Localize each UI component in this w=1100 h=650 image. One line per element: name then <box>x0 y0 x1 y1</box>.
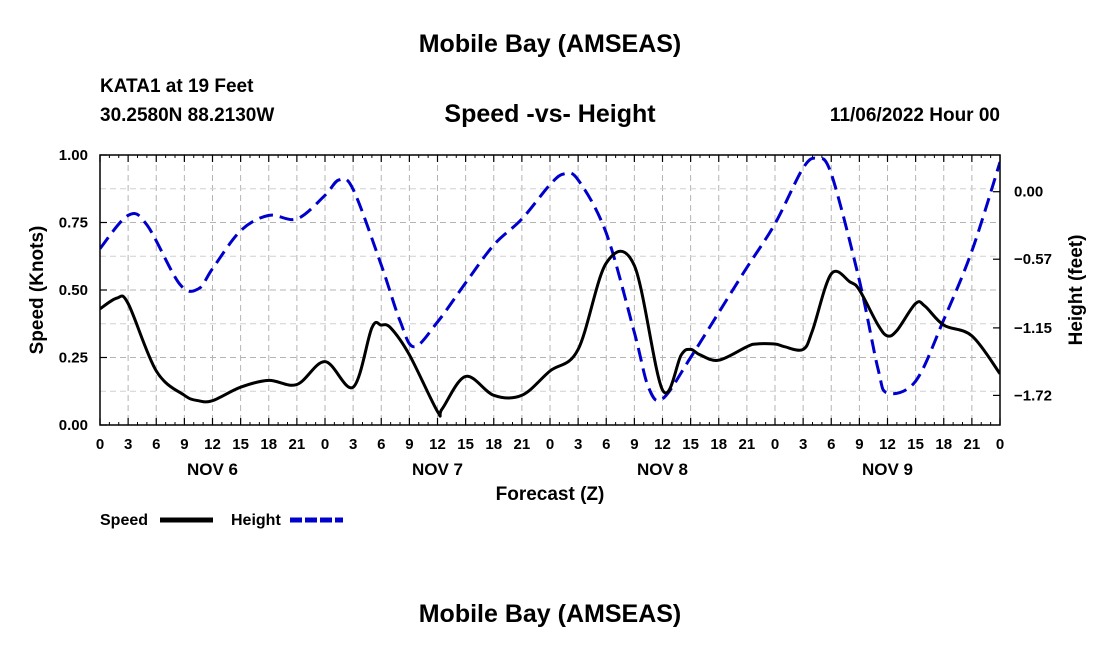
day-label: NOV 8 <box>637 460 688 479</box>
x-tick-label: 18 <box>935 436 952 453</box>
x-tick-label: 12 <box>654 436 671 453</box>
x-tick-label: 0 <box>96 436 104 453</box>
y-tick-label: 1.00 <box>59 147 88 164</box>
x-tick-label: 0 <box>546 436 554 453</box>
forecast-datetime: 11/06/2022 Hour 00 <box>829 105 1000 126</box>
x-tick-label: 3 <box>124 436 132 453</box>
coordinates-label: 30.2580N 88.2130W <box>100 105 275 126</box>
y2-tick-label: −1.15 <box>1014 320 1052 337</box>
y2-axis-title: Height (feet) <box>1066 235 1087 346</box>
x-tick-label: 12 <box>204 436 221 453</box>
plot-frame <box>99 154 1001 426</box>
x-tick-label: 18 <box>260 436 277 453</box>
x-tick-label: 6 <box>602 436 610 453</box>
x-tick-label: 18 <box>485 436 502 453</box>
x-tick-label: 21 <box>739 436 756 453</box>
axis-labels: 0 3 6 9 12 15 18 21 0 3 6 9 12 15 18 21 0 3 6 9 12 15 18 21 0 3 6 9… <box>27 147 1087 505</box>
x-tick-label: 3 <box>799 436 807 453</box>
x-tick-label: 6 <box>377 436 385 453</box>
y-tick-label: 0.75 <box>59 215 88 232</box>
y2-tick-label: 0.00 <box>1014 184 1043 201</box>
x-tick-label: 15 <box>457 436 474 453</box>
legend-height-label: Height <box>231 512 281 529</box>
day-label: NOV 7 <box>412 460 463 479</box>
x-tick-label: 15 <box>682 436 699 453</box>
y-tick-label: 0.50 <box>59 282 88 299</box>
x-tick-label: 21 <box>289 436 306 453</box>
legend-speed-label: Speed <box>100 512 148 529</box>
y-axis-title: Speed (Knots) <box>27 226 48 355</box>
x-tick-label: 3 <box>574 436 582 453</box>
y2-tick-label: −1.72 <box>1014 387 1052 404</box>
x-tick-label: 0 <box>996 436 1004 453</box>
y-tick-label: 0.25 <box>59 350 88 367</box>
page-title: Mobile Bay (AMSEAS) <box>418 30 682 58</box>
x-tick-label: 9 <box>405 436 413 453</box>
speed-series-line <box>100 249 1000 418</box>
x-tick-label: 18 <box>710 436 727 453</box>
x-tick-label: 15 <box>907 436 924 453</box>
y-tick-label: 0.00 <box>59 417 88 434</box>
x-tick-label: 6 <box>152 436 160 453</box>
x-tick-label: 0 <box>321 436 329 453</box>
day-label: NOV 9 <box>862 460 913 479</box>
x-tick-label: 9 <box>180 436 188 453</box>
x-tick-label: 21 <box>514 436 531 453</box>
x-tick-label: 12 <box>429 436 446 453</box>
x-tick-label: 15 <box>232 436 249 453</box>
legend: Speed Height <box>100 512 343 529</box>
height-series-line <box>100 156 1000 403</box>
x-tick-label: 3 <box>349 436 357 453</box>
chart-title: Speed -vs- Height <box>444 100 656 128</box>
x-tick-label: 12 <box>879 436 896 453</box>
grid <box>100 155 1000 425</box>
x-tick-label: 21 <box>964 436 981 453</box>
day-label: NOV 6 <box>187 460 238 479</box>
station-label: KATA1 at 19 Feet <box>100 76 254 97</box>
x-tick-label: 0 <box>771 436 779 453</box>
series <box>100 156 1000 418</box>
y2-tick-label: −0.57 <box>1014 251 1052 268</box>
x-axis-title: Forecast (Z) <box>496 484 605 505</box>
x-tick-label: 9 <box>855 436 863 453</box>
x-tick-label: 6 <box>827 436 835 453</box>
bottom-title: Mobile Bay (AMSEAS) <box>418 600 682 628</box>
x-tick-label: 9 <box>630 436 638 453</box>
